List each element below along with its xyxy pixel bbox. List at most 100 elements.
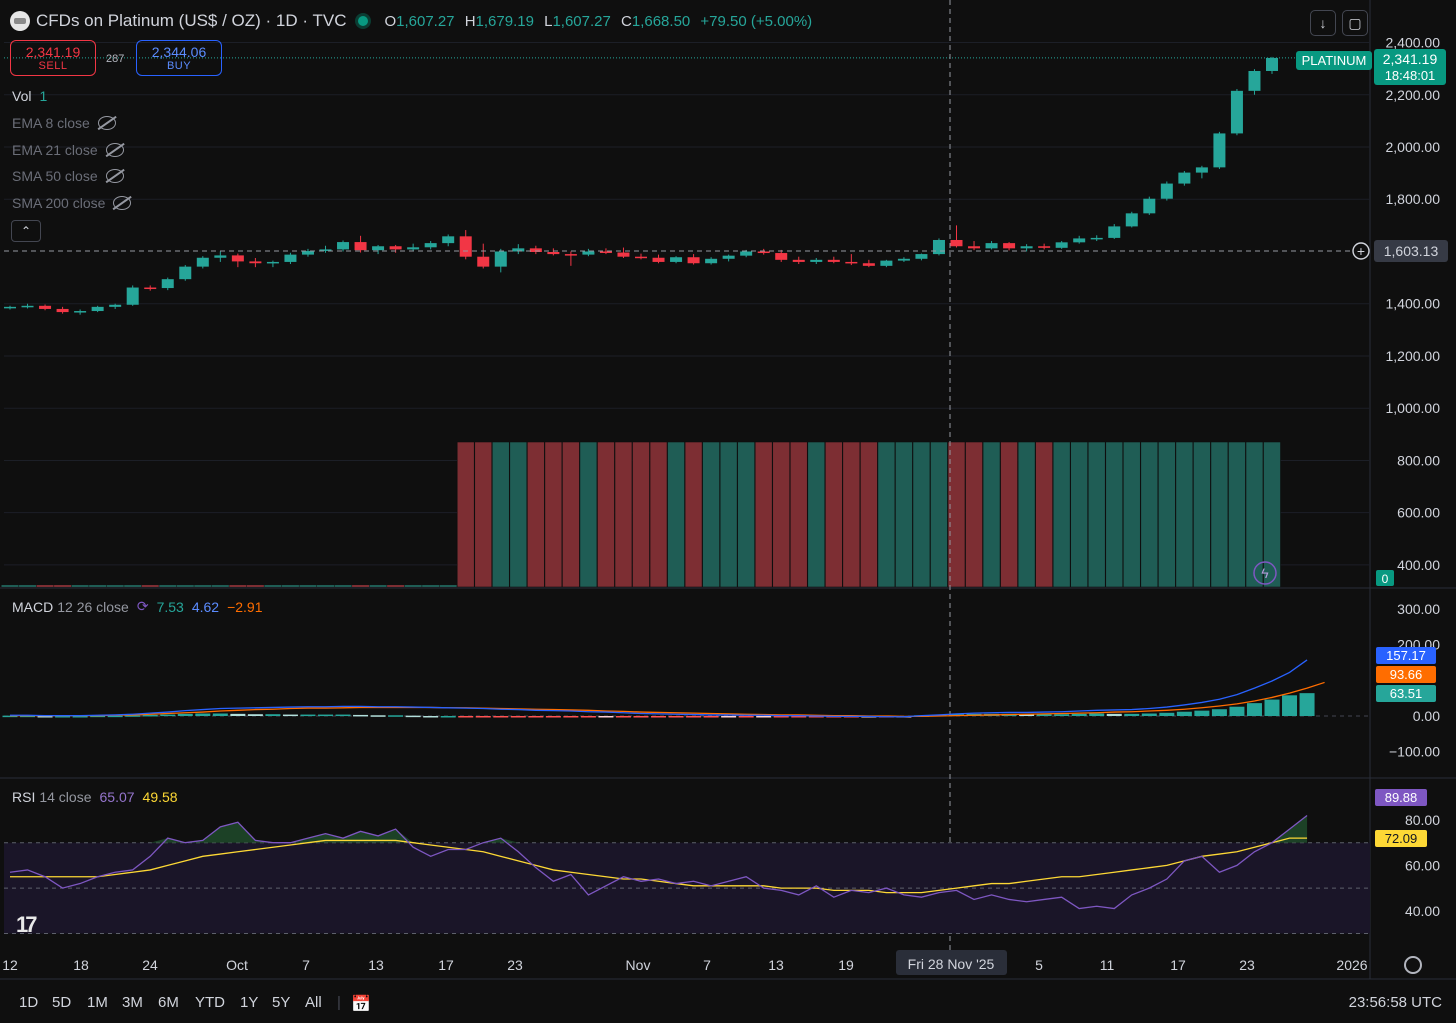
candle (1038, 243, 1051, 250)
candle (652, 254, 665, 264)
macd-histogram-bar (1211, 709, 1227, 716)
volume-bar (317, 585, 334, 587)
time-tick-label: 23 (1239, 957, 1255, 973)
timeframe-1y[interactable]: 1Y (240, 994, 259, 1011)
macd-histogram-bar (528, 716, 544, 718)
macd-line (10, 659, 1308, 718)
change-value: +79.50 (+5.00%) (700, 12, 813, 30)
candle-body (39, 305, 52, 309)
settings-gear-icon[interactable] (1404, 956, 1422, 974)
candle (1178, 171, 1191, 186)
macd-histogram-bar (212, 713, 228, 716)
candle (1020, 244, 1033, 252)
volume-bar (544, 441, 563, 588)
date-range-calendar-icon[interactable]: 📅 (351, 996, 371, 1013)
bottom-toolbar: 1D 5D 1M 3M 6M YTD 1Y 5Y All | 📅 23:56:5… (0, 988, 1456, 1023)
rsi-overbought-fill (185, 822, 273, 843)
sell-button[interactable]: 2,341.19 SELL (10, 40, 96, 76)
candle-body (512, 248, 525, 252)
toolbar-divider: | (337, 994, 341, 1011)
volume-bar (299, 585, 317, 587)
candle-body (862, 263, 875, 266)
platinum-symbol-icon (10, 11, 30, 31)
download-icon[interactable]: ↓ (1310, 10, 1336, 36)
candle (407, 243, 420, 252)
volume-legend[interactable]: Vol 1 (12, 88, 48, 104)
hidden-eye-icon[interactable] (105, 143, 124, 157)
rsi-legend[interactable]: RSI 14 close 65.07 49.58 (12, 789, 178, 805)
utc-clock[interactable]: 23:56:58 UTC (1348, 994, 1442, 1011)
macd-histogram-bar (300, 714, 316, 717)
ema21-legend[interactable]: EMA 21 close (12, 142, 124, 158)
candle-body (775, 253, 788, 260)
candle (179, 265, 192, 281)
candle (266, 260, 279, 268)
hidden-eye-icon[interactable] (97, 116, 116, 130)
volume-bar (754, 441, 773, 588)
timeframe-ytd[interactable]: YTD (195, 994, 225, 1011)
macd-histogram-bar (247, 714, 263, 716)
candle (1266, 56, 1278, 74)
volume-bar (614, 441, 633, 588)
rsi-overbought-fill (483, 838, 519, 843)
candle-body (722, 255, 735, 259)
macd-histogram-bar (458, 716, 474, 718)
volume-bar (474, 441, 493, 588)
candle-body (582, 251, 595, 255)
macd-histogram-bar (1194, 710, 1210, 716)
candle-body (161, 279, 174, 289)
macd-histogram-bar (72, 716, 88, 718)
macd-legend[interactable]: MACD 12 26 close ⟳ 7.53 4.62 −2.91 (12, 598, 263, 615)
candle-body (179, 266, 192, 280)
time-tick-label: 23 (507, 957, 523, 973)
candle (354, 235, 367, 253)
volume-bar (947, 441, 966, 588)
volume-bar (877, 441, 896, 588)
sma50-legend[interactable]: SMA 50 close (12, 168, 124, 184)
timeframe-1m[interactable]: 1M (87, 994, 108, 1011)
rsi-overbought-fill (150, 838, 186, 843)
volume-bar (387, 585, 405, 587)
hidden-eye-icon[interactable] (113, 196, 132, 210)
macd-histogram-bar (686, 716, 702, 718)
timeframe-6m[interactable]: 6M (158, 994, 179, 1011)
symbol-title[interactable]: CFDs on Platinum (US$ / OZ) · 1D · TVC (36, 11, 347, 30)
candle-body (56, 308, 69, 313)
candle-body (968, 246, 981, 249)
collapse-legend-button[interactable]: ⌃ (11, 220, 41, 242)
fullscreen-icon[interactable]: ▢ (1342, 10, 1368, 36)
candle (319, 245, 332, 253)
candle-body (757, 251, 770, 254)
macd-histogram-bar (160, 714, 176, 717)
timeframe-1d[interactable]: 1D (19, 994, 39, 1011)
timeframe-all[interactable]: All (305, 994, 322, 1011)
buy-button[interactable]: 2,344.06 BUY (136, 40, 222, 76)
rsi-tick-label: 40.00 (1405, 903, 1440, 919)
timeframe-5y[interactable]: 5Y (272, 994, 291, 1011)
volume-bar (807, 441, 826, 588)
ema8-legend[interactable]: EMA 8 close (12, 115, 116, 131)
crosshair-price-label: 1,603.13 (1384, 243, 1439, 259)
candle-body (231, 255, 244, 262)
candle-body (196, 257, 209, 267)
sma200-legend[interactable]: SMA 200 close (12, 195, 132, 211)
candle (231, 253, 244, 268)
hidden-eye-icon[interactable] (105, 169, 124, 183)
price-tick-label: 800.00 (1397, 452, 1440, 468)
candle-body (407, 247, 420, 250)
candle (74, 309, 87, 315)
macd-histogram-bar (510, 716, 526, 718)
refresh-icon: ⟳ (136, 598, 149, 614)
candle-body (1125, 213, 1138, 227)
time-tick-label: 17 (438, 957, 454, 973)
candle-body (1266, 57, 1278, 71)
candle-body (442, 236, 455, 244)
timeframe-3m[interactable]: 3M (122, 994, 143, 1011)
candle-body (547, 252, 560, 255)
candle (582, 248, 595, 257)
timeframe-5d[interactable]: 5D (52, 994, 72, 1011)
volume-bar (1158, 441, 1176, 588)
candle (1108, 224, 1121, 239)
volume-bar (562, 441, 580, 588)
